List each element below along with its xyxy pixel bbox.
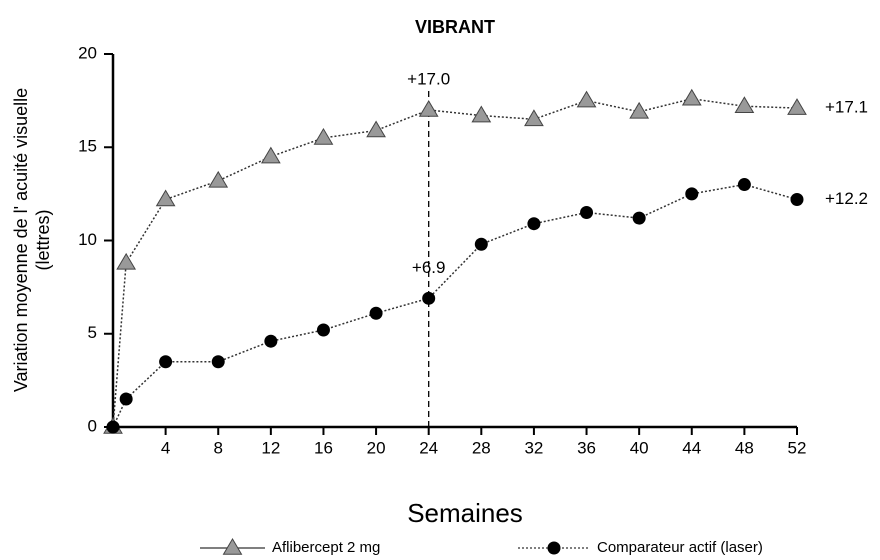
x-tick-label: 12 [261, 438, 280, 457]
data-point [787, 98, 807, 115]
x-tick-label: 28 [472, 438, 491, 457]
data-point [155, 189, 176, 207]
data-point [422, 291, 436, 305]
data-point [474, 237, 488, 251]
chart-title: VIBRANT [415, 17, 495, 37]
y-tick-label: 15 [78, 137, 97, 156]
data-point [369, 306, 383, 320]
legend-label: Comparateur actif (laser) [597, 539, 763, 556]
data-point [790, 192, 804, 206]
x-tick-label: 52 [788, 438, 807, 457]
data-point [632, 211, 646, 225]
x-tick-label: 16 [314, 438, 333, 457]
data-point [629, 101, 650, 119]
data-point [159, 355, 173, 369]
y-axis-title: Variation moyenne de l' acuité visuelle … [11, 88, 53, 392]
data-point [734, 96, 755, 114]
x-tick-label: 40 [630, 438, 649, 457]
y-tick-label: 5 [88, 323, 97, 342]
data-point [685, 187, 699, 201]
x-tick-label: 44 [682, 438, 701, 457]
y-axis-title-line: Variation moyenne de l' acuité visuelle [11, 88, 31, 392]
x-tick-label: 4 [161, 438, 170, 457]
data-point [313, 127, 334, 145]
data-point [316, 323, 330, 337]
x-axis-title: Semaines [407, 498, 523, 528]
value-label: +17.1 [825, 98, 868, 117]
data-point [418, 99, 439, 117]
x-tick-label: 36 [577, 438, 596, 457]
data-point [366, 120, 386, 138]
y-axis-title-line: (lettres) [33, 209, 53, 270]
data-point [211, 355, 225, 369]
x-tick-label: 48 [735, 438, 754, 457]
data-point [260, 146, 281, 164]
value-label: +12.2 [825, 189, 868, 208]
y-tick-label: 20 [78, 43, 97, 62]
y-tick-label: 0 [88, 416, 97, 435]
value-label: +17.0 [407, 69, 450, 88]
data-point [106, 420, 120, 434]
x-tick-label: 20 [367, 438, 386, 457]
x-tick-label: 8 [213, 438, 222, 457]
data-point [471, 105, 492, 123]
data-point [681, 88, 702, 106]
legend-marker [222, 538, 243, 555]
value-label: +6.9 [412, 258, 446, 277]
legend-marker [547, 541, 561, 555]
data-point [576, 90, 597, 108]
data-point [527, 217, 541, 231]
y-tick-label: 10 [78, 230, 97, 249]
x-tick-label: 24 [419, 438, 438, 457]
series-line [112, 183, 798, 428]
data-point [208, 170, 229, 188]
x-tick-label: 32 [524, 438, 543, 457]
legend-label: Aflibercept 2 mg [272, 539, 380, 556]
data-point [119, 392, 133, 406]
data-point [524, 109, 544, 127]
data-point [580, 206, 594, 220]
data-point [116, 252, 137, 270]
data-point [264, 334, 278, 348]
data-point [737, 178, 751, 192]
series-line [112, 97, 798, 428]
